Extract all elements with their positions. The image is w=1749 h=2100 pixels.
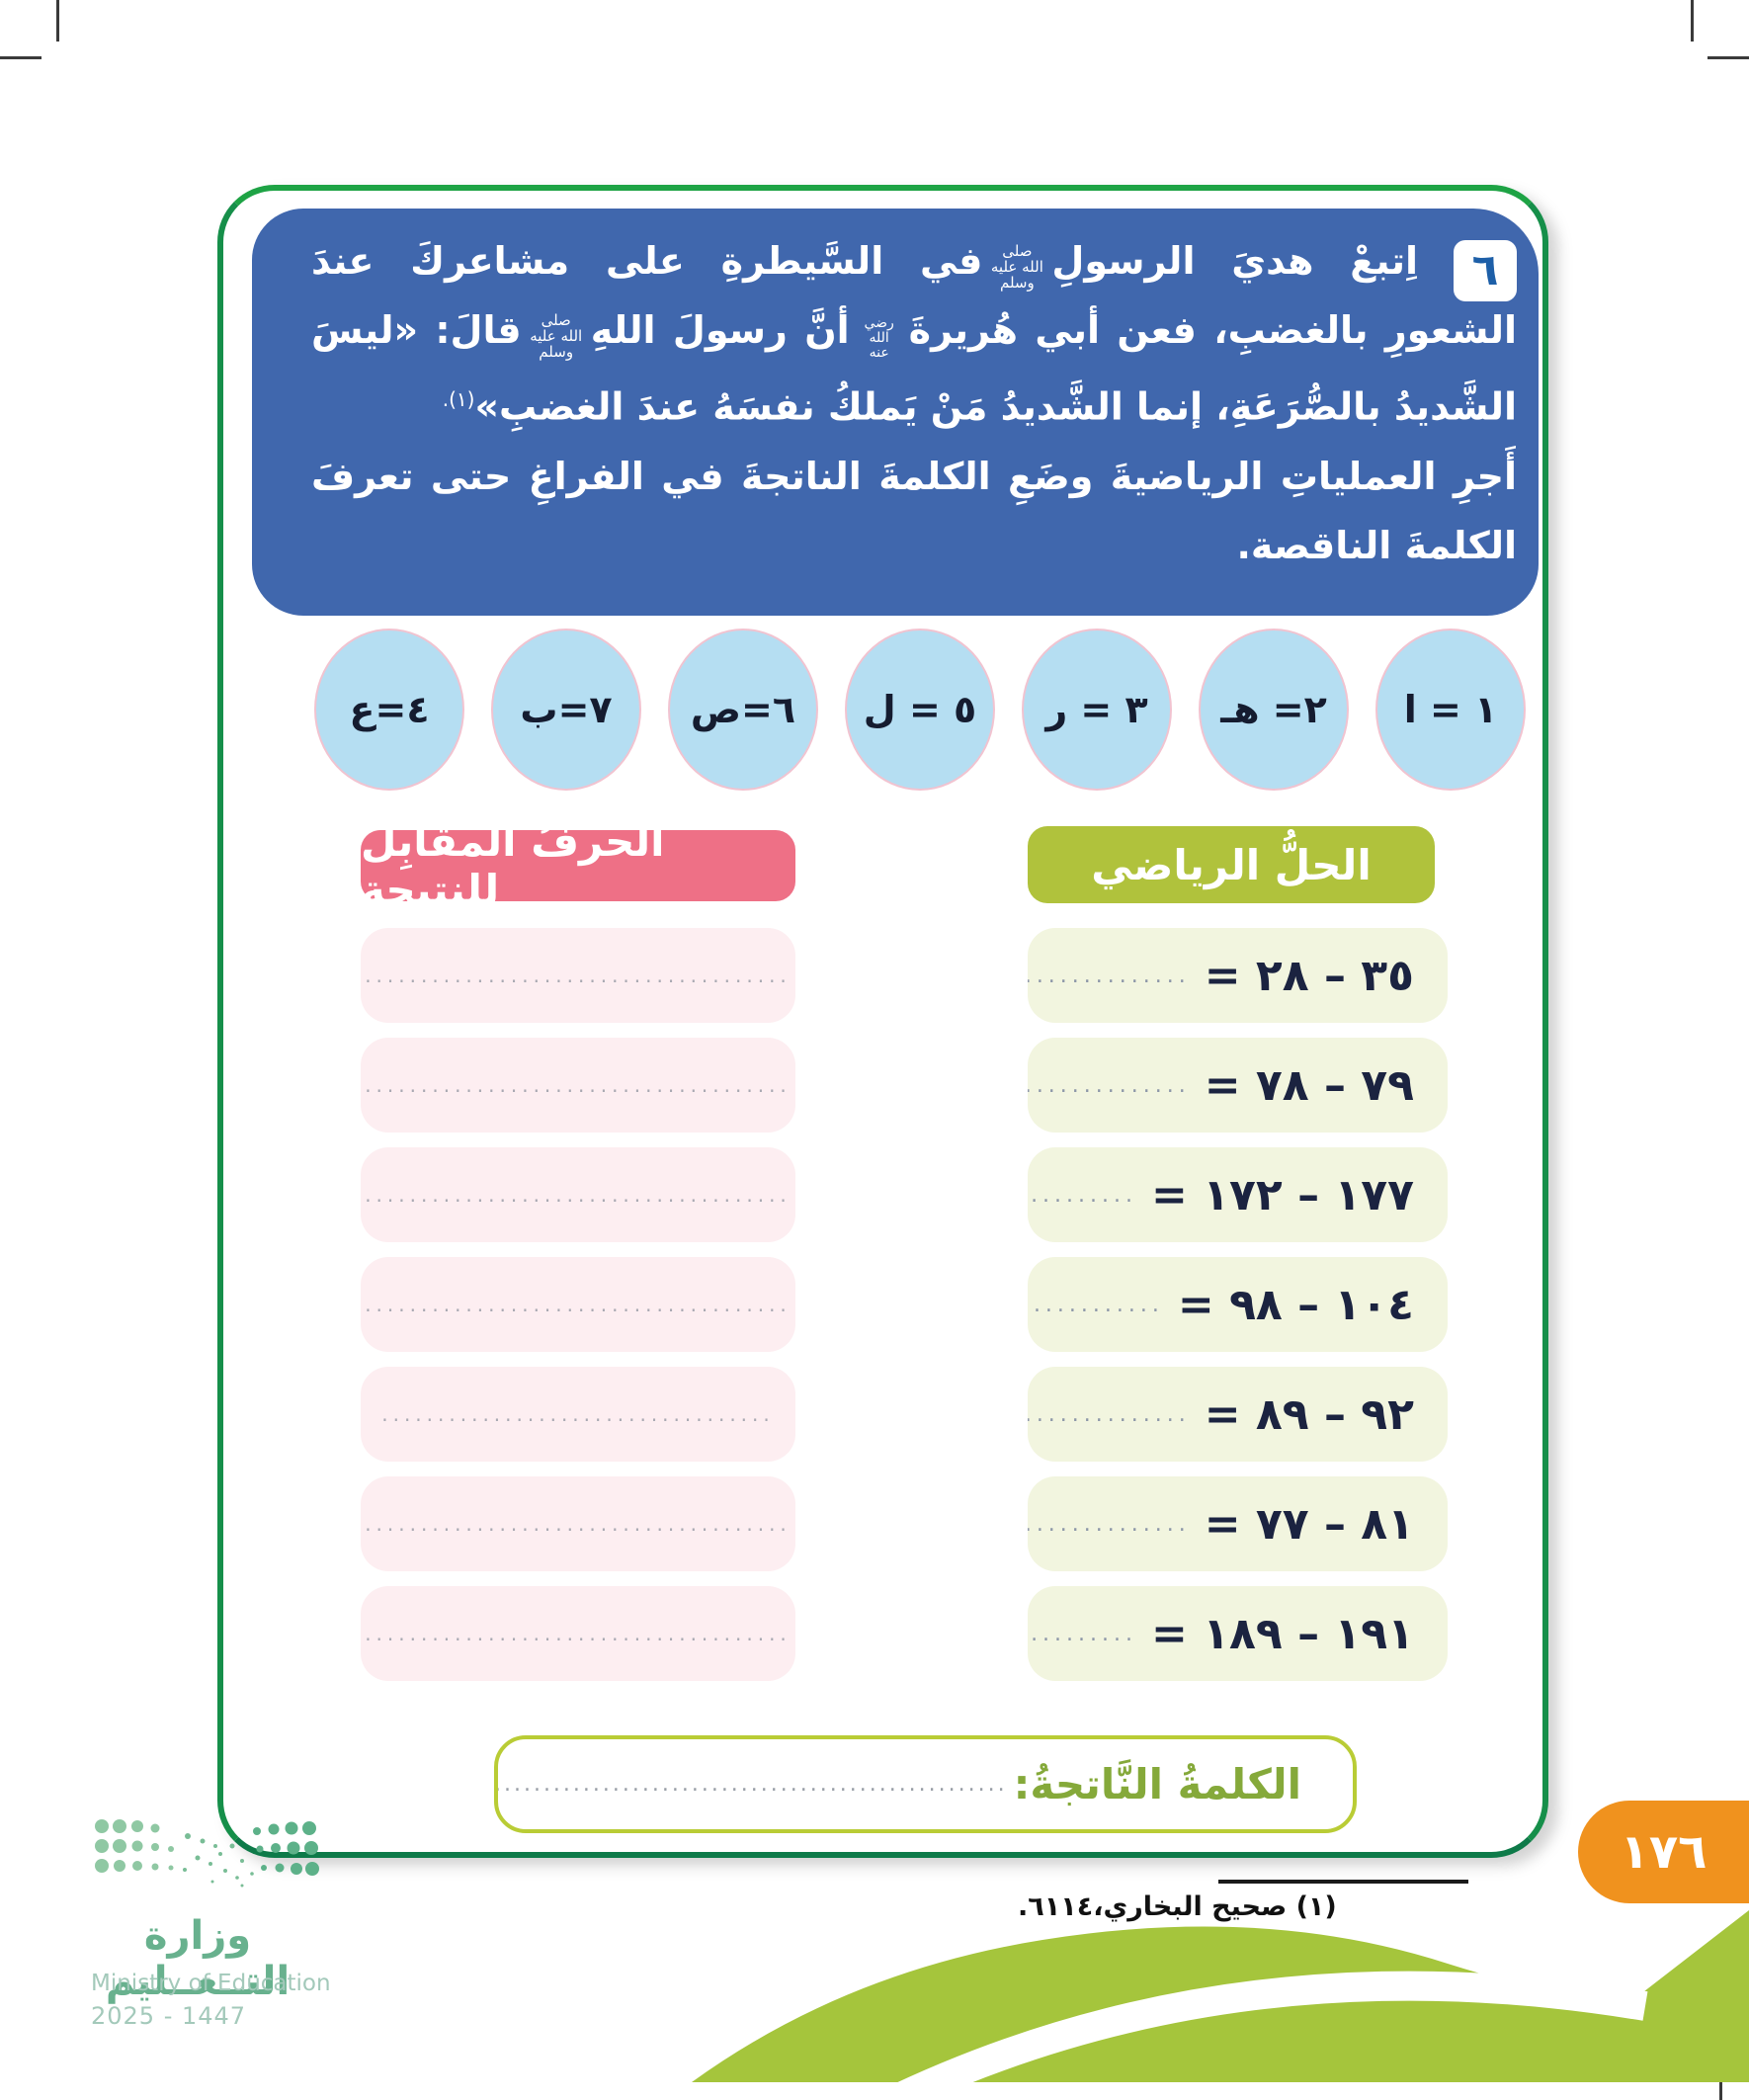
- page-number: ١٧٦: [1620, 1824, 1707, 1880]
- prompt-hadith: اِتبعْ هديَ الرسولِصلى الله عليه وسلمفي …: [311, 239, 1518, 429]
- letter-answer-blank[interactable]: ......................................: [365, 1512, 791, 1536]
- math-expression: ٩٢ – ٨٩ =: [1204, 1388, 1414, 1440]
- legend-circle-7: ٧=ب: [491, 629, 641, 791]
- math-column-header: الحلُّ الرياضي: [1028, 826, 1435, 903]
- letter-answer-blank[interactable]: ......................................: [365, 964, 791, 987]
- math-row: ١٧٧ – ١٧٢ =...........: [1028, 1147, 1448, 1242]
- letter-answer-row: ......................................: [361, 1147, 795, 1242]
- footnote: (١) صحيح البخاري،٦١١٤.: [1018, 1891, 1337, 1922]
- math-answer-blank[interactable]: ...................: [1028, 1511, 1191, 1537]
- result-word-blank[interactable]: ........................................…: [494, 1772, 1008, 1797]
- exercise-number-float: ٦: [1418, 226, 1517, 301]
- math-expression: ٧٩ – ٧٨ =: [1204, 1059, 1414, 1111]
- letters-column-header: الحرفُ المقابِلُ للنتيجة: [361, 817, 795, 914]
- letter-answer-blank[interactable]: ......................................: [365, 1073, 791, 1097]
- footnote-reference: (١).: [442, 387, 475, 411]
- math-row: ١٩١ – ١٨٩ =...........: [1028, 1586, 1448, 1681]
- letter-answer-row: ......................................: [361, 1476, 795, 1571]
- math-row: ٨١ – ٧٧ =...................: [1028, 1476, 1448, 1571]
- ministry-logo-dots: [95, 1819, 319, 1888]
- math-answer-blank[interactable]: ...................: [1028, 1401, 1191, 1427]
- footnote-separator: [1218, 1880, 1468, 1884]
- legend-circle-2: ٢= هـ: [1199, 629, 1349, 791]
- bottom-wave-decoration: [692, 1910, 1749, 2100]
- math-row: ٩٢ – ٨٩ =...................: [1028, 1367, 1448, 1462]
- legend-row: ١ = ا ٢= هـ ٣ = ر ٥ = ل ٦=ص ٧=ب ٤=ع: [314, 629, 1526, 791]
- trim-mark-top-right-horizontal: [1707, 56, 1749, 59]
- math-row: ٣٥ – ٢٨ =...................: [1028, 928, 1448, 1023]
- trim-mark-top-right-vertical: [1691, 0, 1694, 42]
- letter-answer-blank[interactable]: ......................................: [365, 1622, 791, 1645]
- pbuh-mark: صلى الله عليه وسلم: [990, 241, 1043, 292]
- letter-answer-blank[interactable]: ......................................: [365, 1183, 791, 1207]
- math-expression: ٣٥ – ٢٨ =: [1204, 950, 1414, 1001]
- math-expression: ٨١ – ٧٧ =: [1204, 1498, 1414, 1550]
- math-answer-blank[interactable]: ...........: [1028, 1182, 1138, 1208]
- letter-answer-row: ...................................: [361, 1367, 795, 1462]
- letter-answer-row: ......................................: [361, 1586, 795, 1681]
- result-word-box: الكلمةُ النَّاتجةُ: ....................…: [494, 1735, 1357, 1833]
- trim-mark-top-left-vertical: [56, 0, 59, 42]
- ministry-years: 2025 - 1447: [91, 2002, 247, 2030]
- letter-answer-row: ......................................: [361, 1257, 795, 1352]
- letter-answer-row: ......................................: [361, 1038, 795, 1133]
- trim-mark-top-left-horizontal: [0, 56, 42, 59]
- exercise-number-badge: ٦: [1454, 240, 1517, 301]
- math-row: ١٠٤ – ٩٨ =...............: [1028, 1257, 1448, 1352]
- math-answer-blank[interactable]: ...............: [1028, 1292, 1164, 1317]
- prompt-instruction: أَجرِ العملياتِ الرياضيةَ وضَعِ الكلمةَ …: [311, 454, 1517, 567]
- legend-circle-5: ٥ = ل: [845, 629, 995, 791]
- math-answer-blank[interactable]: ...................: [1028, 963, 1191, 988]
- math-expression: ١٠٤ – ٩٨ =: [1177, 1279, 1414, 1330]
- math-row: ٧٩ – ٧٨ =...................: [1028, 1038, 1448, 1133]
- legend-circle-4: ٤=ع: [314, 629, 464, 791]
- math-expression: ١٧٧ – ١٧٢ =: [1151, 1169, 1414, 1220]
- legend-circle-3: ٣ = ر: [1022, 629, 1172, 791]
- page-number-badge: ١٧٦: [1578, 1801, 1749, 1903]
- math-answer-blank[interactable]: ...........: [1028, 1621, 1138, 1646]
- exercise-number: ٦: [1471, 245, 1499, 295]
- pbuh-mark: صلى الله عليه وسلم: [530, 310, 583, 361]
- letter-answer-row: ......................................: [361, 928, 795, 1023]
- math-answer-blank[interactable]: ...................: [1028, 1072, 1191, 1098]
- ministry-name-english: Ministry of Education: [91, 1971, 331, 1996]
- result-word-label: الكلمةُ النَّاتجةُ:: [1013, 1760, 1301, 1808]
- letter-answer-blank[interactable]: ...................................: [381, 1402, 775, 1426]
- letter-answer-blank[interactable]: ......................................: [365, 1293, 791, 1316]
- prompt-box: ٦ اِتبعْ هديَ الرسولِصلى الله عليه وسلمف…: [252, 209, 1539, 616]
- ministry-name-arabic: وزارة التــعــليم: [105, 1913, 291, 2004]
- math-expression: ١٩١ – ١٨٩ =: [1151, 1608, 1414, 1659]
- legend-circle-6: ٦=ص: [668, 629, 818, 791]
- legend-circle-1: ١ = ا: [1375, 629, 1526, 791]
- radi-mark: رضي الله عنه: [864, 314, 894, 361]
